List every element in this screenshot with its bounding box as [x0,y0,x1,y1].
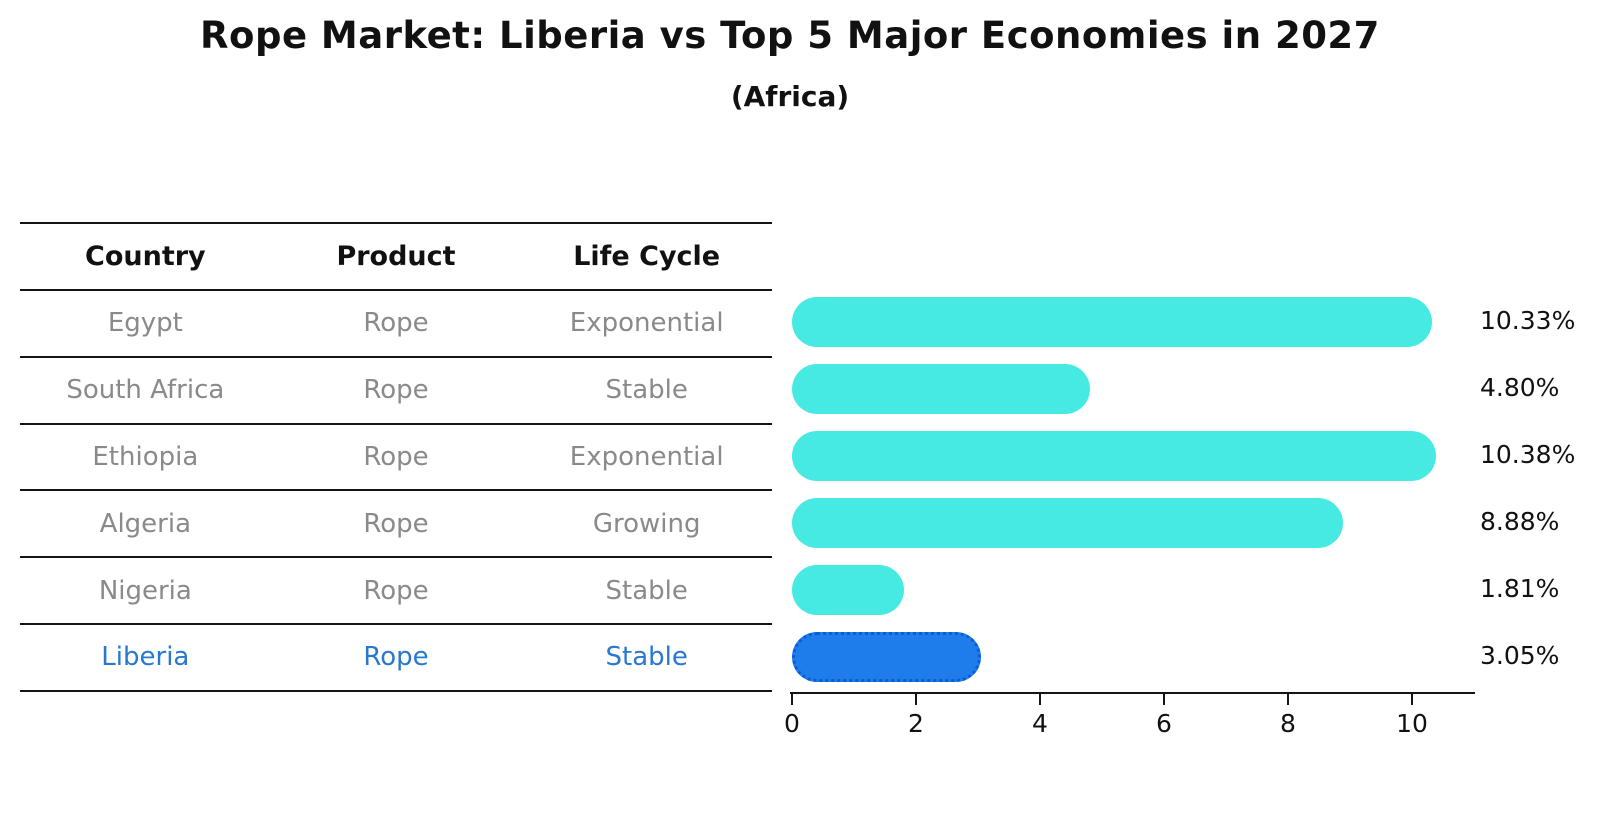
x-axis-tick-label-4: 4 [1032,709,1048,738]
cell-life-cycle: Stable [605,642,688,673]
x-axis-tick-6 [1163,694,1165,705]
x-axis-tick-label-10: 10 [1396,709,1428,738]
cell-country: Egypt [107,308,183,339]
x-axis-tick-label-0: 0 [784,709,800,738]
cell-product: Rope [363,575,429,606]
bar-egypt [792,297,1433,348]
header-cell-product: Product [336,240,456,272]
cell-life-cycle: Stable [605,575,688,606]
x-axis-tick-8 [1287,694,1289,705]
x-axis-tick-10 [1411,694,1413,705]
bar-liberia [792,631,982,682]
bar-south-africa [792,364,1090,415]
cell-life-cycle: Exponential [569,308,724,339]
table-row-nigeria: Nigeria Rope Stable [20,558,772,626]
cell-product: Rope [363,308,429,339]
value-label-algeria: 8.88% [1480,506,1560,536]
page-title: Rope Market: Liberia vs Top 5 Major Econ… [200,14,1380,57]
cell-life-cycle: Exponential [569,441,724,472]
x-axis-tick-4 [1039,694,1041,705]
cell-life-cycle: Stable [605,375,688,406]
bar-ethiopia [792,430,1436,481]
value-label-ethiopia: 10.38% [1480,439,1576,469]
bar-algeria [792,497,1343,548]
cell-product: Rope [363,375,429,406]
table-row-ethiopia: Ethiopia Rope Exponential [20,425,772,492]
table-row-algeria: Algeria Rope Growing [20,491,772,559]
data-table: Country Product Life Cycle Egypt Rope Expo… [20,222,772,692]
cell-life-cycle: Growing [592,508,701,539]
page-subtitle: (Africa) [730,80,850,113]
table-row-south-africa: South Africa Rope Stable [20,358,772,425]
cell-country: Nigeria [98,575,192,606]
x-axis-tick-0 [791,694,793,705]
header-cell-country: Country [85,240,206,272]
x-axis-line [790,692,1475,694]
value-label-liberia: 3.05% [1480,640,1560,670]
table-row-egypt: Egypt Rope Exponential [20,291,772,358]
x-axis-tick-2 [915,694,917,705]
x-axis-tick-label-2: 2 [908,709,924,738]
cell-country: Ethiopia [92,441,199,472]
value-label-south-africa: 4.80% [1480,373,1560,403]
x-axis-tick-label-6: 6 [1156,709,1172,738]
cell-country: Algeria [99,508,192,539]
x-axis-tick-label-8: 8 [1280,709,1296,738]
value-label-nigeria: 1.81% [1480,573,1560,603]
bar-nigeria [792,564,905,615]
value-label-egypt: 10.33% [1480,306,1576,336]
cell-product: Rope [363,508,429,539]
cell-country: Liberia [101,642,190,673]
table-row-liberia: Liberia Rope Stable [20,625,772,692]
header-cell-lifecycle: Life Cycle [573,240,721,272]
table-header-row: Country Product Life Cycle [20,224,772,291]
cell-country: South Africa [66,375,225,406]
table-body: Egypt Rope Exponential South Africa Rope Stab… [20,291,772,692]
cell-product: Rope [363,441,429,472]
cell-product: Rope [363,642,429,673]
